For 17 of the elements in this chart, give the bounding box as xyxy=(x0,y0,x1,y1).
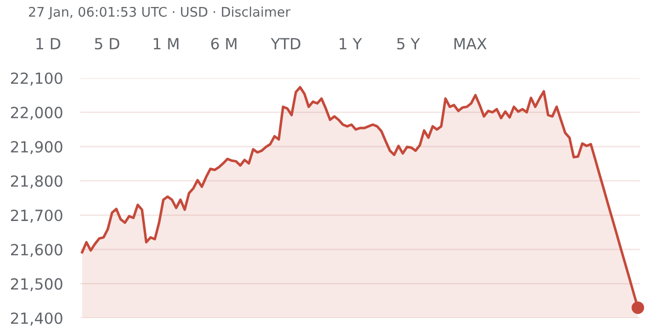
y-tick-label: 21,600 xyxy=(10,244,62,258)
y-tick-label: 21,900 xyxy=(10,141,62,154)
text: 5 D xyxy=(95,38,120,50)
y-tick-label: 22,100 xyxy=(10,72,62,86)
y-tick-label: 21,500 xyxy=(10,278,62,292)
y-tick-label: 21,800 xyxy=(10,175,62,188)
y-tick-label: 21,400 xyxy=(10,312,62,326)
text: MAX xyxy=(454,38,487,50)
text: 5 Y xyxy=(397,38,420,50)
text: 1 M xyxy=(154,38,178,50)
text: 1 D xyxy=(36,38,60,50)
y-tick-label: 22,000 xyxy=(10,106,62,120)
text: 6 M xyxy=(211,38,236,50)
y-tick-label: 21,700 xyxy=(10,210,62,223)
text: 27 Jan, 06:01:53 UTC · USD · Disclaimer xyxy=(28,6,290,20)
text: 1 Y xyxy=(340,38,362,50)
text: YTD xyxy=(270,38,300,50)
